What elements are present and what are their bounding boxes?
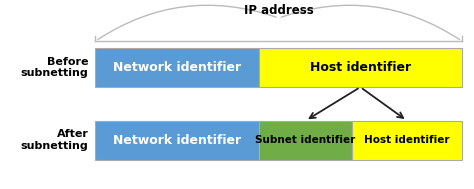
Text: Network identifier: Network identifier <box>113 134 241 147</box>
Bar <box>259 121 352 160</box>
Text: Network identifier: Network identifier <box>113 61 241 74</box>
Text: IP address: IP address <box>244 4 313 17</box>
Text: Subnet identifier: Subnet identifier <box>255 135 356 145</box>
Text: Before
subnetting: Before subnetting <box>21 57 89 78</box>
Text: Host identifier: Host identifier <box>365 135 450 145</box>
Bar <box>352 121 462 160</box>
Bar <box>259 48 462 87</box>
Text: Host identifier: Host identifier <box>310 61 411 74</box>
Text: After
subnetting: After subnetting <box>21 129 89 151</box>
Bar <box>95 121 259 160</box>
Bar <box>95 48 259 87</box>
